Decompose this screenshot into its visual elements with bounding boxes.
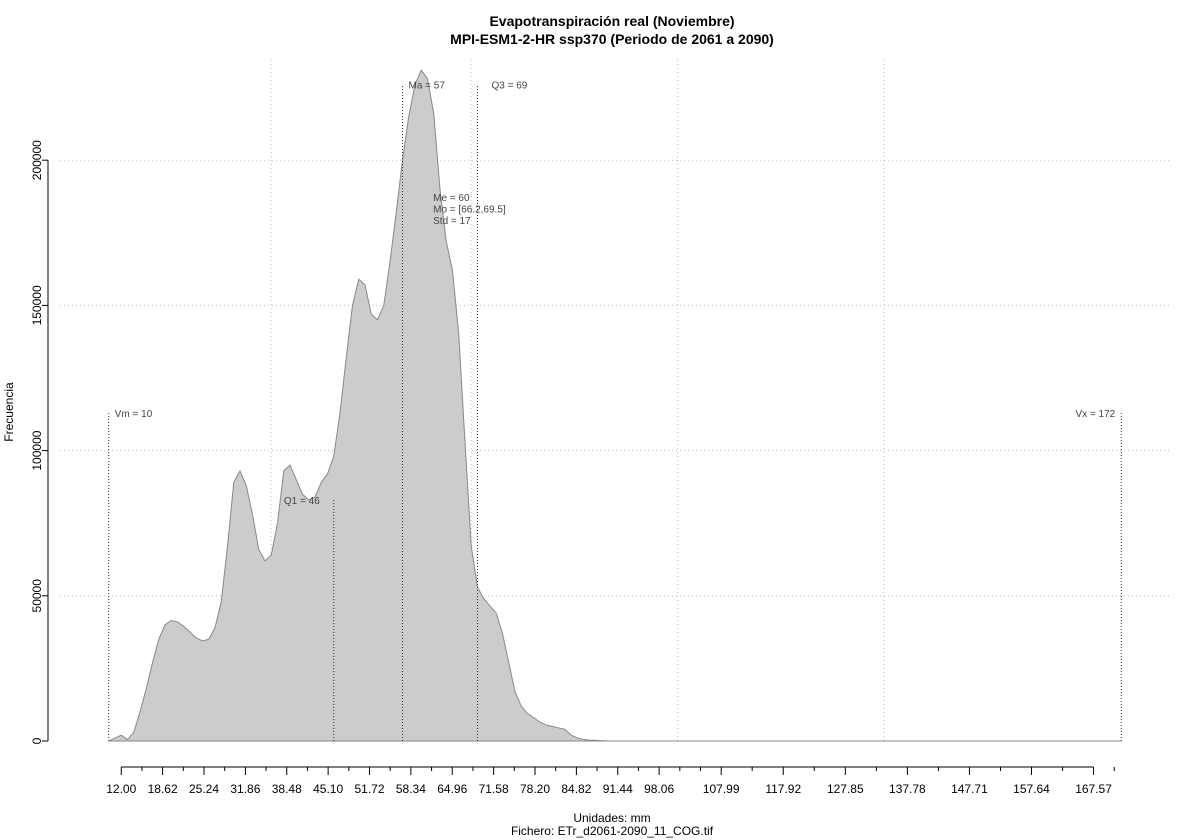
x-tick-label: 147.71 [951, 782, 988, 796]
x-tick-label: 157.64 [1013, 782, 1050, 796]
annotations: Vm = 10 Q1 = 46 Ma = 57 Q3 = 69 Vx = 172 Me =… [108, 81, 1122, 741]
x-tick-label: 137.78 [889, 782, 926, 796]
x-tick-label: 58.34 [396, 782, 426, 796]
x-tick-label: 18.62 [148, 782, 178, 796]
stat-summary-line: Mo = [66.2,69.5] [433, 204, 506, 215]
y-tick-label: 200000 [30, 140, 44, 180]
x-tick-label: 64.96 [437, 782, 467, 796]
x-tick-label: 12.00 [106, 782, 136, 796]
x-tick-label: 51.72 [354, 782, 384, 796]
x-tick-label: 25.24 [189, 782, 219, 796]
x-tick-label: 167.57 [1075, 782, 1112, 796]
x-tick-label: 127.85 [827, 782, 864, 796]
x-tick-label: 91.44 [603, 782, 633, 796]
chart-title: Evapotranspiración real (Noviembre) [489, 13, 734, 29]
x-tick-label: 107.99 [703, 782, 740, 796]
x-tick-label: 117.92 [765, 782, 801, 796]
y-tick-label: 50000 [30, 579, 44, 613]
density-area [108, 69, 1122, 742]
y-tick-label: 0 [30, 737, 44, 744]
x-tick-label: 84.82 [561, 782, 591, 796]
density-series [108, 69, 1122, 742]
y-tick-label: 150000 [30, 285, 44, 325]
x-tick-label: 71.58 [479, 782, 509, 796]
chart-caption: Fichero: ETr_d2061-2090_11_COG.tif [511, 824, 714, 838]
x-tick-label: 98.06 [644, 782, 674, 796]
x-axis-title: Unidades: mm [573, 811, 650, 825]
stat-label: Vx = 172 [1075, 409, 1115, 420]
stat-label: Vm = 10 [115, 409, 153, 420]
stat-label: Q1 = 46 [284, 496, 320, 507]
axes: 0 50000 100000 150000 200000 12.00 18.62 25.24 3… [30, 140, 1115, 796]
y-tick-label: 100000 [30, 430, 44, 470]
x-tick-label: 45.10 [313, 782, 343, 796]
x-tick-label: 38.48 [272, 782, 302, 796]
x-tick-label: 78.20 [520, 782, 550, 796]
x-tick-label: 31.86 [230, 782, 260, 796]
stat-summary-line: Std = 17 [433, 216, 471, 227]
stat-label: Q3 = 69 [492, 81, 528, 92]
chart-subtitle: MPI-ESM1-2-HR ssp370 (Periodo de 2061 a … [450, 31, 774, 47]
stat-label: Ma = 57 [409, 81, 446, 92]
y-axis-title: Frecuencia [2, 382, 16, 442]
stat-summary-line: Me = 60 [433, 193, 470, 204]
